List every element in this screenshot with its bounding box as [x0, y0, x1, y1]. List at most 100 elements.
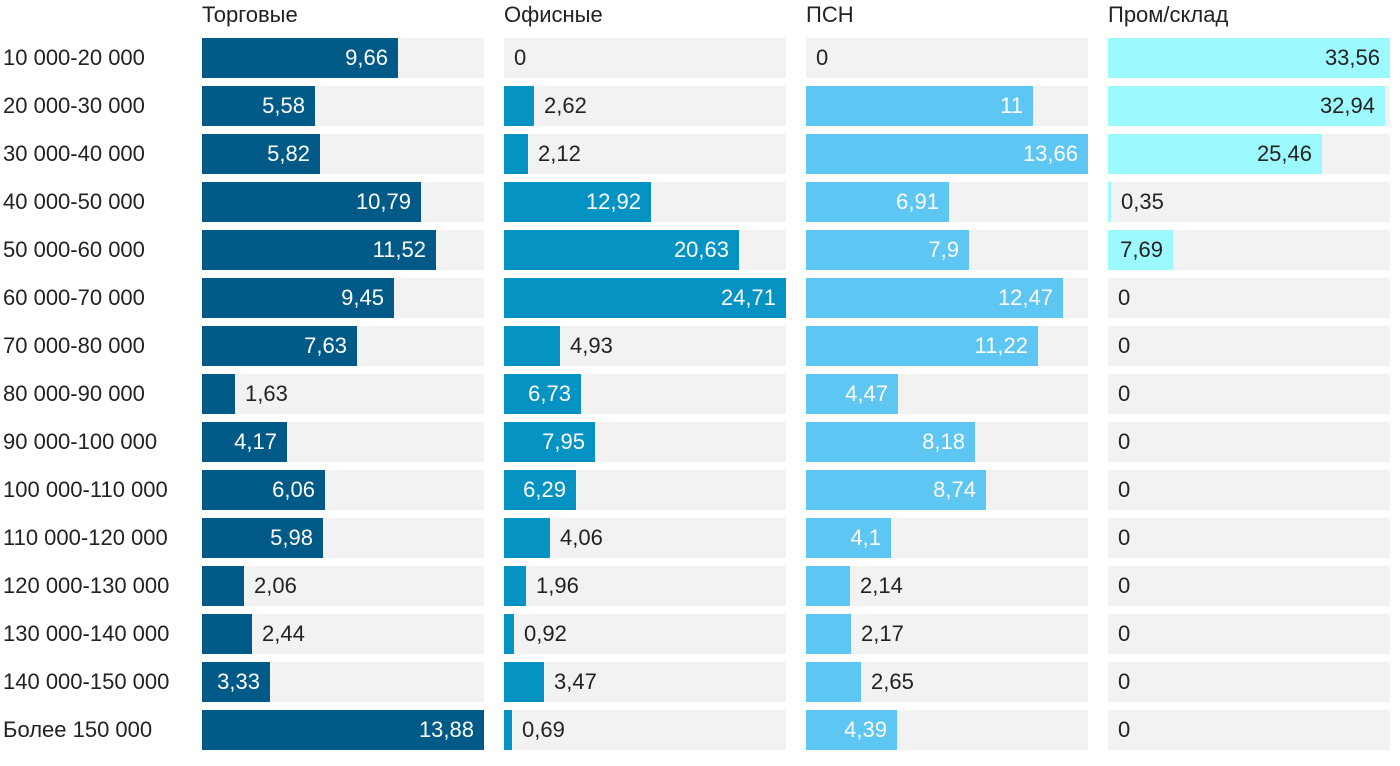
value-label: 20,63: [673, 237, 729, 262]
category-label: 70 000-80 000: [3, 333, 145, 358]
value-label: 0: [1118, 429, 1131, 454]
bar: [504, 86, 534, 126]
value-label: 0: [1118, 573, 1131, 598]
bar: [202, 422, 287, 462]
bar: [806, 710, 897, 750]
value-label: 0: [1118, 333, 1131, 358]
value-label: 11,22: [974, 333, 1028, 358]
bar-track: [1108, 374, 1390, 414]
value-label: 8,74: [933, 477, 976, 502]
value-label: 7,63: [304, 333, 347, 358]
bar-track: [1108, 566, 1390, 606]
bar-track: [1108, 182, 1390, 222]
bar: [504, 566, 526, 606]
value-label: 7,95: [542, 429, 585, 454]
bar-track: [504, 38, 786, 78]
bar: [202, 566, 244, 606]
value-label: 3,47: [554, 669, 597, 694]
value-label: 0: [1118, 285, 1131, 310]
value-label: 6,73: [528, 381, 571, 406]
bar-track: [806, 566, 1088, 606]
bar: [504, 134, 528, 174]
bar: [504, 614, 514, 654]
bar: [806, 230, 969, 270]
bar: [202, 278, 394, 318]
series-title: Офисные: [504, 2, 603, 27]
bar: [806, 278, 1063, 318]
bar: [806, 614, 851, 654]
category-label: 110 000-120 000: [3, 525, 168, 550]
value-label: 0: [1118, 621, 1131, 646]
bar-track: [1108, 326, 1390, 366]
category-label: 60 000-70 000: [3, 285, 145, 310]
value-label: 8,18: [922, 429, 965, 454]
value-label: 9,66: [345, 45, 388, 70]
bar: [806, 518, 891, 558]
bar: [1108, 86, 1385, 126]
series-title: Пром/склад: [1108, 2, 1229, 27]
bar-track: [504, 86, 786, 126]
category-label: 120 000-130 000: [3, 573, 170, 598]
category-label: 90 000-100 000: [3, 429, 158, 454]
value-label: 11,52: [372, 237, 426, 262]
bar: [202, 662, 270, 702]
bar-track: [202, 374, 484, 414]
value-label: 5,82: [267, 141, 310, 166]
bar: [806, 182, 949, 222]
bar-track: [1108, 614, 1390, 654]
value-label: 24,71: [720, 285, 776, 310]
value-label: 4,1: [850, 525, 881, 550]
value-label: 2,12: [538, 141, 581, 166]
category-label: 40 000-50 000: [3, 189, 145, 214]
bar-track: [504, 566, 786, 606]
bar-track: [504, 614, 786, 654]
value-label: 25,46: [1256, 141, 1312, 166]
bar: [504, 662, 544, 702]
bar: [1108, 182, 1111, 222]
value-label: 0: [1118, 525, 1131, 550]
value-label: 33,56: [1324, 45, 1380, 70]
bar-track: [1108, 422, 1390, 462]
bar-track: [504, 134, 786, 174]
value-label: 0: [1118, 717, 1131, 742]
value-label: 0: [514, 45, 527, 70]
bar: [1108, 134, 1322, 174]
value-label: 0,35: [1121, 189, 1164, 214]
value-label: 10,79: [355, 189, 411, 214]
value-label: 0: [1118, 381, 1131, 406]
value-label: 2,44: [262, 621, 305, 646]
bar: [504, 326, 560, 366]
bar: [202, 374, 235, 414]
bar: [202, 614, 252, 654]
bar: [504, 470, 576, 510]
bar: [806, 566, 850, 606]
value-label: 5,58: [262, 93, 305, 118]
value-label: 0: [1118, 477, 1131, 502]
bar: [202, 230, 436, 270]
value-label: 3,33: [217, 669, 260, 694]
bar: [202, 710, 484, 750]
bar-track: [1108, 470, 1390, 510]
value-label: 12,47: [997, 285, 1053, 310]
bar: [806, 374, 898, 414]
value-label: 12,92: [585, 189, 641, 214]
value-label: 2,65: [871, 669, 914, 694]
category-label: 100 000-110 000: [3, 477, 168, 502]
category-label: 20 000-30 000: [3, 93, 145, 118]
category-label: 30 000-40 000: [3, 141, 145, 166]
value-label: 6,29: [523, 477, 566, 502]
value-label: 4,06: [560, 525, 603, 550]
value-label: 4,17: [234, 429, 277, 454]
value-label: 0,69: [522, 717, 565, 742]
value-label: 4,39: [844, 717, 887, 742]
value-label: 1,63: [245, 381, 288, 406]
bar-track: [504, 662, 786, 702]
value-label: 1,96: [536, 573, 579, 598]
bar-track: [1108, 710, 1390, 750]
bar: [202, 518, 323, 558]
value-label: 7,69: [1120, 237, 1163, 262]
value-label: 0: [1118, 669, 1131, 694]
bar-track: [806, 614, 1088, 654]
bar: [504, 710, 512, 750]
bar: [202, 326, 357, 366]
